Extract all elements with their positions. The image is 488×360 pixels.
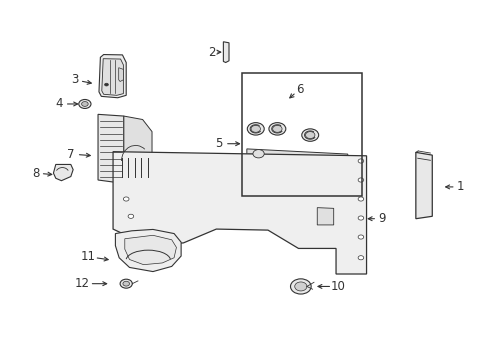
Circle shape <box>357 235 363 239</box>
Text: 11: 11 <box>81 250 96 263</box>
Text: 4: 4 <box>55 98 62 111</box>
Text: 12: 12 <box>75 277 90 290</box>
Circle shape <box>122 281 129 286</box>
Circle shape <box>81 102 88 107</box>
Polygon shape <box>53 165 73 181</box>
Text: 1: 1 <box>456 180 463 193</box>
Circle shape <box>305 132 314 139</box>
Text: 10: 10 <box>330 280 345 293</box>
Circle shape <box>252 150 264 158</box>
Circle shape <box>357 216 363 220</box>
Polygon shape <box>415 152 431 219</box>
Polygon shape <box>123 116 152 184</box>
Polygon shape <box>102 59 123 95</box>
Circle shape <box>294 282 306 291</box>
Circle shape <box>290 279 310 294</box>
Text: 8: 8 <box>32 167 39 180</box>
Circle shape <box>357 197 363 201</box>
Text: 7: 7 <box>67 148 74 161</box>
Text: 3: 3 <box>71 73 78 86</box>
Polygon shape <box>124 235 176 265</box>
Bar <box>242 73 361 195</box>
Polygon shape <box>248 154 345 165</box>
Polygon shape <box>113 152 366 274</box>
Circle shape <box>357 256 363 260</box>
Polygon shape <box>246 149 347 162</box>
Polygon shape <box>99 55 126 98</box>
Text: 5: 5 <box>215 137 222 150</box>
Circle shape <box>357 178 363 182</box>
Polygon shape <box>115 229 181 271</box>
Polygon shape <box>317 208 333 225</box>
Text: 2: 2 <box>207 46 215 59</box>
Circle shape <box>250 125 260 132</box>
Polygon shape <box>119 68 123 81</box>
Circle shape <box>79 99 91 108</box>
Text: 9: 9 <box>377 212 385 225</box>
Polygon shape <box>98 114 123 184</box>
Circle shape <box>104 83 108 86</box>
Circle shape <box>272 125 282 132</box>
Circle shape <box>301 129 318 141</box>
Circle shape <box>357 159 363 163</box>
Circle shape <box>247 123 264 135</box>
Circle shape <box>123 197 129 201</box>
Circle shape <box>268 123 285 135</box>
Circle shape <box>128 214 133 219</box>
Polygon shape <box>223 42 228 63</box>
Text: 6: 6 <box>295 83 303 96</box>
Circle shape <box>120 279 132 288</box>
